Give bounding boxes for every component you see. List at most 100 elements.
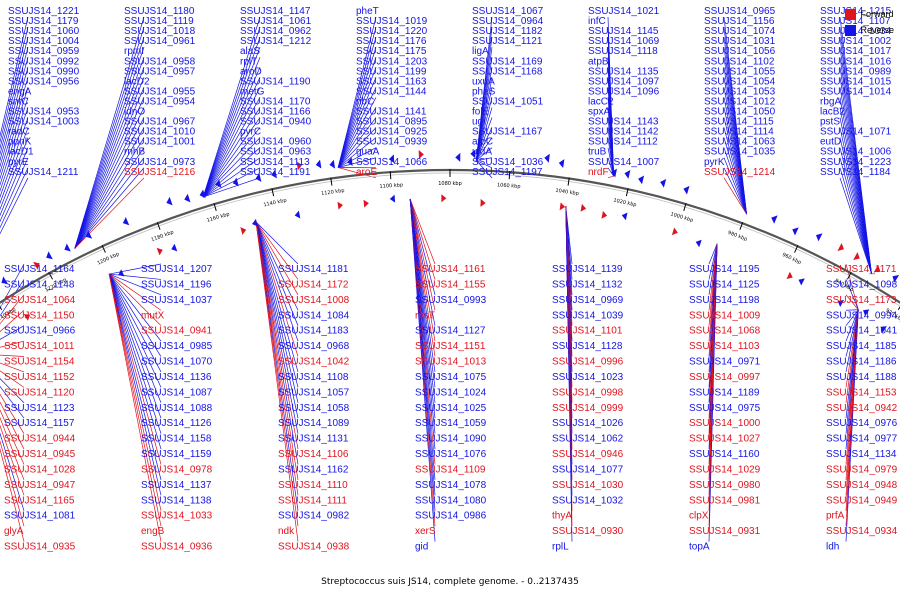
gene-label[interactable]: SSUJS14_1015 xyxy=(820,76,892,87)
gene-label[interactable]: SSUJS14_1070 xyxy=(141,357,213,368)
gene-label[interactable]: SSUJS14_0993 xyxy=(415,295,487,306)
gene-label[interactable]: SSUJS14_1071 xyxy=(820,127,892,138)
gene-label[interactable]: SSUJS14_1141 xyxy=(356,107,427,118)
gene-label[interactable]: SSUJS14_1223 xyxy=(820,157,892,168)
gene-label[interactable]: SSUJS14_0963 xyxy=(240,147,312,158)
gene-label[interactable]: SSUJS14_0966 xyxy=(4,326,76,337)
gene-label[interactable]: SSUJS14_1074 xyxy=(704,26,776,37)
gene-label[interactable]: SSUJS14_0942 xyxy=(826,403,898,414)
gene-label[interactable]: SSUJS14_1162 xyxy=(278,464,349,475)
gene-label[interactable]: SSUJS14_0956 xyxy=(8,76,80,87)
gene-label[interactable]: SSUJS14_0936 xyxy=(141,542,213,553)
gene-label[interactable]: SSUJS14_0994 xyxy=(826,310,898,321)
gene-label[interactable]: SSUJS14_1041 xyxy=(826,326,898,337)
gene-label[interactable]: SSUJS14_0967 xyxy=(124,117,196,128)
gene-label[interactable]: ribC xyxy=(356,96,374,107)
gene-label[interactable]: SSUJS14_0946 xyxy=(552,449,624,460)
gene-label[interactable]: SSUJS14_1098 xyxy=(826,279,898,290)
gene-label[interactable]: SSUJS14_1084 xyxy=(278,310,350,321)
gene-label[interactable]: SSUJS14_1143 xyxy=(588,117,659,128)
gene-label[interactable]: radC xyxy=(8,127,30,138)
gene-label[interactable]: SSUJS14_1109 xyxy=(415,464,486,475)
gene-label[interactable]: SSUJS14_1139 xyxy=(552,264,623,275)
gene-label[interactable]: SSUJS14_1203 xyxy=(356,56,428,67)
gene-label[interactable]: SSUJS14_1007 xyxy=(588,157,660,168)
gene-label[interactable]: SSUJS14_1190 xyxy=(240,76,311,87)
gene-label[interactable]: SSUJS14_0895 xyxy=(356,117,428,128)
gene-label[interactable]: SSUJS14_1221 xyxy=(8,6,80,17)
gene-label[interactable]: SSUJS14_1107 xyxy=(820,16,891,27)
gene-label[interactable]: SSUJS14_1151 xyxy=(415,341,486,352)
gene-label[interactable]: rbgA xyxy=(820,96,841,107)
gene-label[interactable]: SSUJS14_1156 xyxy=(704,16,775,27)
gene-label[interactable]: SSUJS14_1171 xyxy=(826,264,897,275)
gene-label[interactable]: SSUJS14_1054 xyxy=(704,76,776,87)
gene-label[interactable]: SSUJS14_0931 xyxy=(689,526,761,537)
gene-label[interactable]: SSUJS14_1006 xyxy=(820,147,892,158)
gene-label[interactable]: SSUJS14_0999 xyxy=(552,403,624,414)
gene-label[interactable]: SSUJS14_0985 xyxy=(141,341,213,352)
gene-label[interactable]: SSUJS14_1069 xyxy=(588,36,660,47)
gene-label[interactable]: pyrC xyxy=(240,127,261,138)
gene-label[interactable]: rnhB xyxy=(124,147,145,158)
gene-label[interactable]: SSUJS14_1183 xyxy=(278,326,349,337)
gene-label[interactable]: SSUJS14_1180 xyxy=(124,6,195,17)
gene-label[interactable]: SSUJS14_0934 xyxy=(826,526,898,537)
gene-label[interactable]: SSUJS14_0998 xyxy=(552,387,624,398)
gene-label[interactable]: SSUJS14_0990 xyxy=(8,66,80,77)
gene-label[interactable]: SSUJS14_0992 xyxy=(8,56,80,67)
gene-label[interactable]: SSUJS14_1053 xyxy=(704,86,776,97)
gene-label[interactable]: SSUJS14_1163 xyxy=(356,76,427,87)
gene-label[interactable]: SSUJS14_1014 xyxy=(820,86,892,97)
gene-label[interactable]: SSUJS14_1112 xyxy=(588,137,658,148)
gene-label[interactable]: SSUJS14_1076 xyxy=(415,449,487,460)
gene-label[interactable]: SSUJS14_1195 xyxy=(689,264,760,275)
gene-label[interactable]: SSUJS14_1108 xyxy=(278,372,349,383)
gene-label[interactable]: SSUJS14_1056 xyxy=(704,46,776,57)
gene-label[interactable]: SSUJS14_1027 xyxy=(689,434,761,445)
gene-label[interactable]: SSUJS14_1121 xyxy=(472,36,543,47)
gene-label[interactable]: SSUJS14_1026 xyxy=(552,418,624,429)
gene-label[interactable]: SSUJS14_1166 xyxy=(240,107,311,118)
gene-label[interactable]: rpsT xyxy=(415,310,435,321)
gene-label[interactable]: SSUJS14_1184 xyxy=(820,167,891,178)
gene-label[interactable]: SSUJS14_1114 xyxy=(704,127,774,138)
gene-label[interactable]: SSUJS14_1001 xyxy=(124,137,196,148)
gene-label[interactable]: atpC xyxy=(472,137,493,148)
gene-label[interactable]: SSUJS14_1102 xyxy=(704,56,775,67)
gene-label[interactable]: SSUJS14_1068 xyxy=(689,326,761,337)
gene-label[interactable]: thyA xyxy=(552,511,572,522)
gene-label[interactable]: SSUJS14_1011 xyxy=(4,341,75,352)
gene-label[interactable]: pyrE xyxy=(8,157,29,168)
gene-label[interactable]: SSUJS14_1207 xyxy=(141,264,213,275)
gene-label[interactable]: SSUJS14_1037 xyxy=(141,295,213,306)
gene-label[interactable]: SSUJS14_0989 xyxy=(820,66,892,77)
gene-label[interactable]: SSUJS14_1008 xyxy=(278,295,350,306)
gene-label[interactable]: SSUJS14_1176 xyxy=(356,36,427,47)
gene-label[interactable]: SSUJS14_1016 xyxy=(820,56,892,67)
gene-label[interactable]: SSUJS14_0954 xyxy=(124,96,196,107)
gene-label[interactable]: SSUJS14_1144 xyxy=(356,86,427,97)
gene-label[interactable]: SSUJS14_1113 xyxy=(240,157,310,168)
gene-label[interactable]: SSUJS14_0964 xyxy=(472,16,544,27)
gene-label[interactable]: SSUJS14_1137 xyxy=(141,480,212,491)
gene-label[interactable]: SSUJS14_1110 xyxy=(278,480,348,491)
gene-label[interactable]: guaA xyxy=(356,147,380,158)
gene-label[interactable]: SSUJS14_1013 xyxy=(415,357,487,368)
gene-label[interactable]: gid xyxy=(415,542,428,553)
gene-label[interactable]: SSUJS14_0953 xyxy=(8,107,80,118)
gene-label[interactable]: SSUJS14_1089 xyxy=(278,418,350,429)
gene-label[interactable]: nrdF xyxy=(588,167,609,178)
gene-label[interactable]: SSUJS14_1090 xyxy=(415,434,487,445)
gene-label[interactable]: SSUJS14_1050 xyxy=(704,107,776,118)
gene-label[interactable]: SSUJS14_1152 xyxy=(4,372,75,383)
gene-label[interactable]: SSUJS14_1125 xyxy=(689,279,760,290)
gene-label[interactable]: SSUJS14_1055 xyxy=(704,66,776,77)
gene-label[interactable]: SSUJS14_1111 xyxy=(278,495,347,506)
gene-label[interactable]: SSUJS14_1010 xyxy=(124,127,196,138)
gene-label[interactable]: SSUJS14_0973 xyxy=(124,157,196,168)
gene-label[interactable]: SSUJS14_1067 xyxy=(472,6,544,17)
gene-label[interactable]: SSUJS14_1128 xyxy=(552,341,623,352)
gene-label[interactable]: SSUJS14_0968 xyxy=(278,341,350,352)
gene-label[interactable]: SSUJS14_1182 xyxy=(472,26,543,37)
